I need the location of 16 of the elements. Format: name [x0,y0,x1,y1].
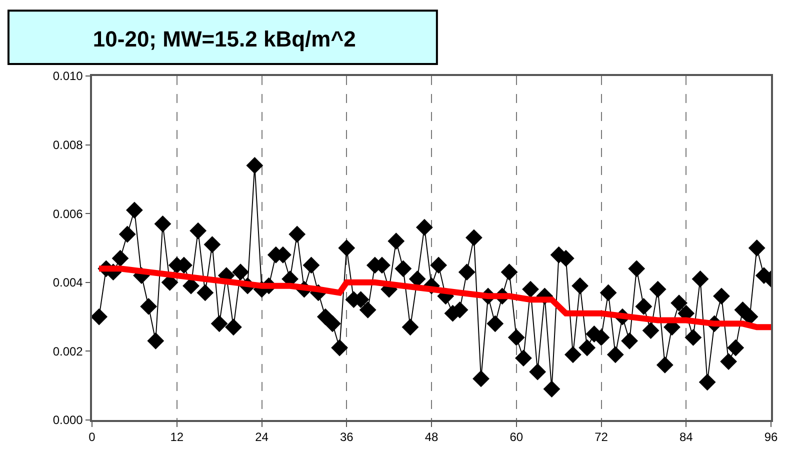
y-tick-label: 0.000 [52,413,84,428]
y-tick-label: 0.004 [52,276,84,290]
x-tick-label: 96 [764,430,778,444]
y-tick-label: 0.008 [52,138,84,152]
x-tick-label: 84 [679,430,694,444]
x-tick-label: 60 [510,430,524,444]
chart-title: 10-20; MW=15.2 kBq/m^2 [92,26,356,52]
x-tick-label: 0 [88,430,96,444]
x-tick-label: 72 [594,430,608,444]
x-tick-label: 36 [340,430,354,444]
y-tick-label: 0.006 [52,206,84,221]
x-tick-label: 24 [255,430,269,444]
x-tick-label: 48 [424,430,438,444]
x-tick-label: 12 [170,430,184,444]
y-tick-label: 0.010 [52,69,84,84]
y-tick-label: 0.002 [52,344,84,358]
